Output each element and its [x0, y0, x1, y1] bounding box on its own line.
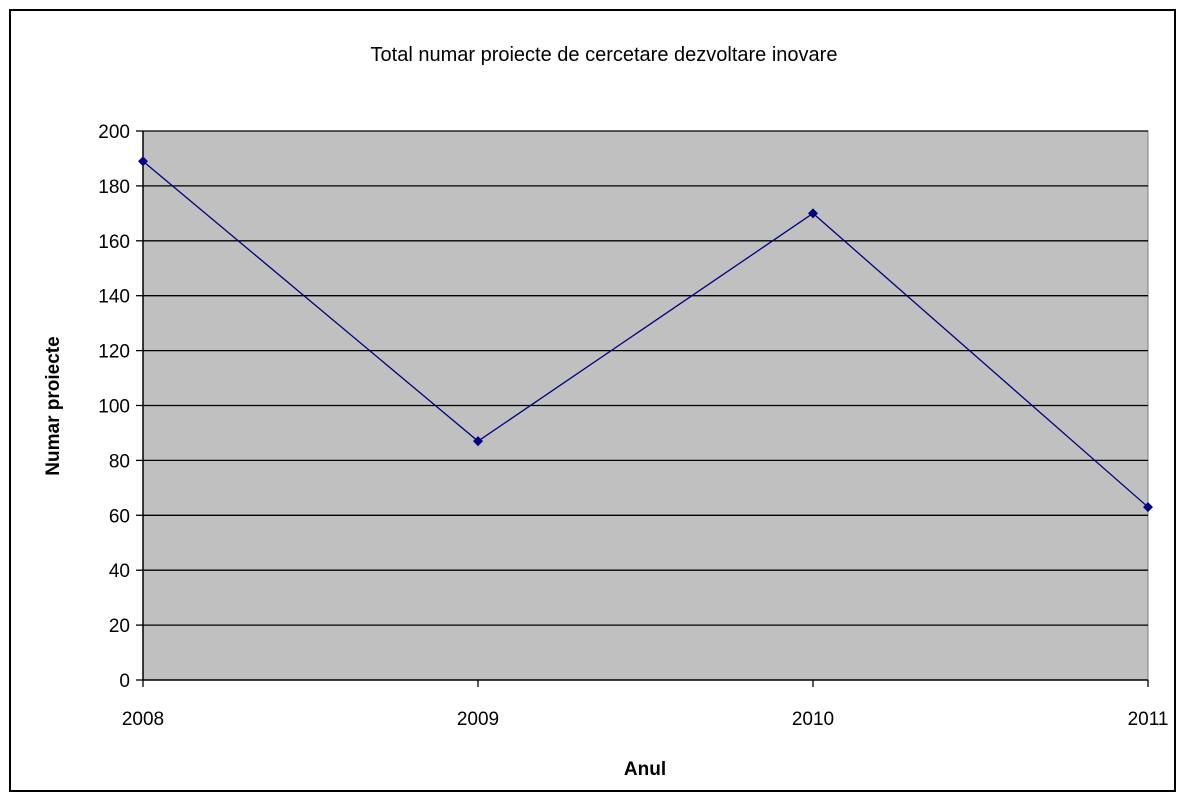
axes: [136, 130, 1149, 687]
data-point-marker: [1143, 502, 1153, 513]
y-tick-labels: 0 20 40 60 80 100 120 140 160 180 200: [98, 122, 130, 692]
series-layer: [138, 156, 1153, 513]
x-tick-labels: 2008 2009 2010 2011: [122, 709, 1169, 730]
y-tick-label: 0: [119, 671, 130, 692]
y-tick-label: 200: [98, 122, 130, 143]
x-tick-label: 2010: [792, 709, 834, 730]
y-tick-label: 60: [109, 506, 130, 527]
data-point-marker: [138, 156, 148, 167]
y-tick-label: 160: [98, 232, 130, 253]
y-tick-label: 20: [109, 616, 130, 637]
y-tick-label: 100: [98, 397, 130, 418]
y-tick-label: 80: [109, 451, 130, 472]
gridlines: [143, 130, 1148, 626]
data-point-marker: [473, 436, 483, 447]
x-axis-label: Anul: [624, 759, 666, 780]
series-line: [142, 160, 1149, 508]
y-tick-label: 180: [98, 177, 130, 198]
y-axis-label: Numar proiecte: [43, 336, 64, 475]
y-tick-label: 140: [98, 287, 130, 308]
y-tick-label: 120: [98, 342, 130, 363]
chart-title: Total numar proiecte de cercetare dezvol…: [371, 44, 838, 66]
x-tick-label: 2008: [122, 709, 164, 730]
data-point-marker: [808, 208, 818, 219]
y-tick-label: 40: [109, 561, 130, 582]
x-tick-label: 2011: [1128, 709, 1169, 730]
x-tick-label: 2009: [457, 709, 499, 730]
